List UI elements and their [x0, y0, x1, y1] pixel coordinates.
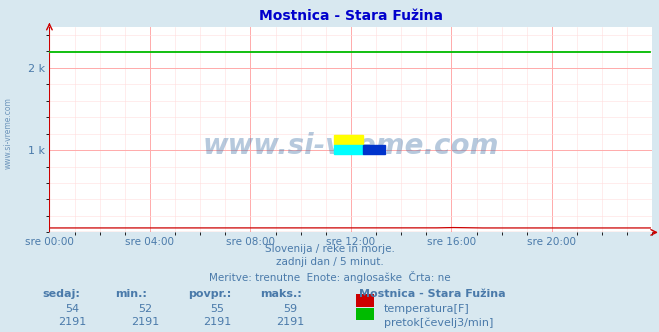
Text: Meritve: trenutne  Enote: anglosaške  Črta: ne: Meritve: trenutne Enote: anglosaške Črta… — [209, 271, 450, 283]
Bar — [334, 145, 364, 154]
Title: Mostnica - Stara Fužina: Mostnica - Stara Fužina — [259, 9, 443, 23]
Text: 2191: 2191 — [204, 317, 231, 327]
Text: 2191: 2191 — [276, 317, 304, 327]
Text: pretok[čevelj3/min]: pretok[čevelj3/min] — [384, 317, 494, 328]
Text: 52: 52 — [138, 304, 152, 314]
Text: 2191: 2191 — [131, 317, 159, 327]
Text: www.si-vreme.com: www.si-vreme.com — [203, 132, 499, 160]
Text: min.:: min.: — [115, 289, 147, 299]
Text: 54: 54 — [65, 304, 80, 314]
Text: Slovenija / reke in morje.: Slovenija / reke in morje. — [264, 244, 395, 254]
Text: www.si-vreme.com: www.si-vreme.com — [4, 97, 13, 169]
Text: 55: 55 — [210, 304, 225, 314]
Bar — [334, 135, 364, 145]
Text: Mostnica - Stara Fužina: Mostnica - Stara Fužina — [359, 289, 505, 299]
Text: zadnji dan / 5 minut.: zadnji dan / 5 minut. — [275, 257, 384, 267]
Text: 2191: 2191 — [59, 317, 86, 327]
Text: 59: 59 — [283, 304, 297, 314]
Text: povpr.:: povpr.: — [188, 289, 231, 299]
Text: temperatura[F]: temperatura[F] — [384, 304, 470, 314]
Text: maks.:: maks.: — [260, 289, 302, 299]
Bar — [364, 145, 386, 154]
Text: sedaj:: sedaj: — [43, 289, 80, 299]
